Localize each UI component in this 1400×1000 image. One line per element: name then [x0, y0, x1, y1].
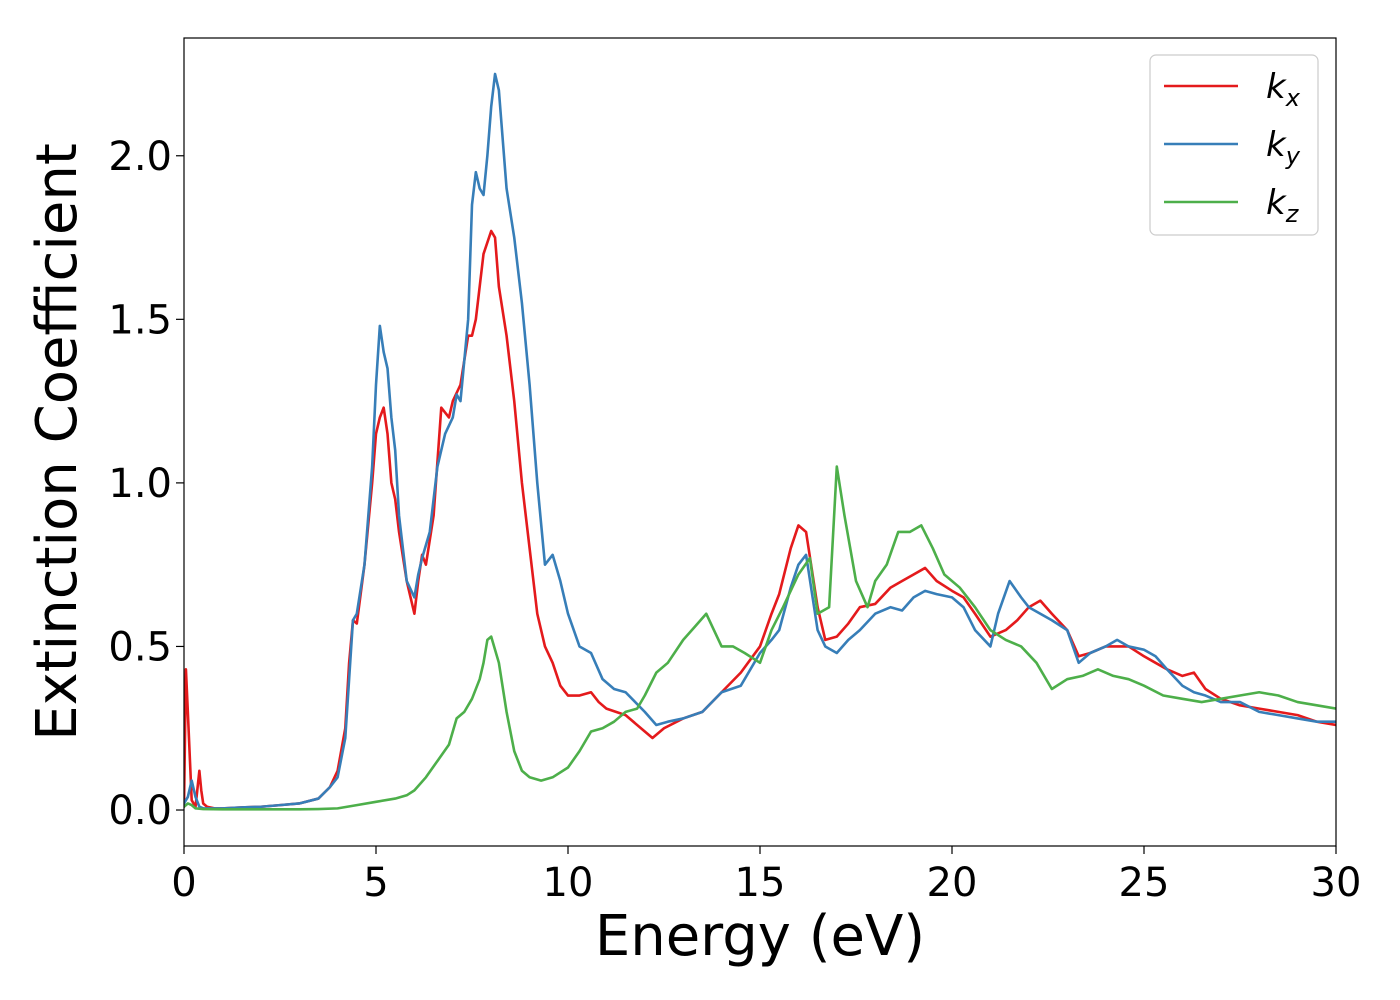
legend-label-base: k — [1266, 67, 1287, 107]
legend-label-subscript: y — [1285, 142, 1301, 170]
x-tick-label: 0 — [171, 860, 196, 906]
series-layer — [184, 72, 1336, 811]
y-tick-label: 1.5 — [108, 297, 172, 343]
legend-label-subscript: z — [1285, 200, 1300, 228]
x-tick-label: 20 — [927, 860, 978, 906]
x-axis: 0 5 10 15 20 25 30 — [171, 846, 1361, 906]
legend-label-base: k — [1266, 125, 1287, 165]
x-tick-label: 10 — [543, 860, 594, 906]
x-axis-title: Energy (eV) — [595, 904, 925, 969]
legend-label-ky: ky — [1266, 125, 1301, 170]
series-line-kz — [184, 465, 1336, 811]
x-tick-label: 30 — [1311, 860, 1362, 906]
series-line-ky — [184, 72, 1336, 810]
x-tick-label: 15 — [735, 860, 786, 906]
x-tick-label: 5 — [363, 860, 388, 906]
y-tick-label: 1.0 — [108, 461, 172, 507]
y-tick-label: 0.0 — [108, 788, 172, 834]
y-axis: 0.0 0.5 1.0 1.5 2.0 — [108, 134, 184, 834]
x-tick-label: 25 — [1119, 860, 1170, 906]
y-tick-label: 0.5 — [108, 624, 172, 670]
legend-label-base: k — [1266, 183, 1287, 223]
legend-label-subscript: x — [1285, 84, 1301, 112]
legend-label-kz: kz — [1266, 183, 1300, 228]
y-tick-label: 2.0 — [108, 134, 172, 180]
y-axis-title: Extinction Coefficient — [25, 143, 90, 741]
legend-label-kx: kx — [1266, 67, 1301, 112]
